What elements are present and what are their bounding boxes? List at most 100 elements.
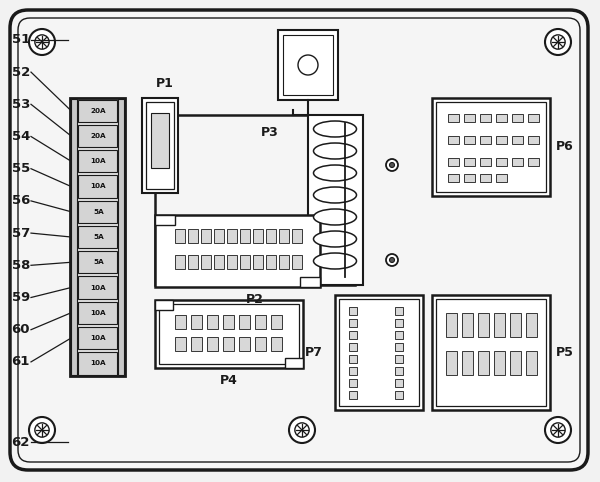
Bar <box>349 355 357 363</box>
Bar <box>464 136 475 144</box>
Bar <box>78 352 117 375</box>
Circle shape <box>545 417 571 443</box>
Bar <box>155 300 303 368</box>
Bar <box>526 313 537 337</box>
Bar <box>223 315 234 329</box>
Bar <box>512 136 523 144</box>
Ellipse shape <box>314 143 356 159</box>
Bar <box>214 255 224 269</box>
Text: P4: P4 <box>220 374 238 387</box>
Circle shape <box>545 29 571 55</box>
Text: 10A: 10A <box>91 310 106 316</box>
Text: 62: 62 <box>11 436 30 449</box>
Text: 5A: 5A <box>93 259 104 265</box>
Bar <box>283 35 333 95</box>
Bar <box>78 150 117 173</box>
Bar <box>78 201 117 223</box>
Bar <box>432 295 550 410</box>
Bar <box>188 229 198 243</box>
Bar <box>395 391 403 399</box>
Bar <box>227 229 237 243</box>
Bar <box>78 302 117 324</box>
Text: P3: P3 <box>261 126 279 139</box>
Bar <box>78 99 117 122</box>
Circle shape <box>35 423 49 437</box>
Bar <box>191 337 202 351</box>
Text: 61: 61 <box>11 355 30 368</box>
Bar <box>510 313 521 337</box>
Bar <box>528 114 539 122</box>
Bar <box>223 337 234 351</box>
Bar <box>155 300 173 310</box>
Text: P6: P6 <box>556 140 574 153</box>
Bar <box>494 313 505 337</box>
Text: 55: 55 <box>12 162 30 175</box>
Text: 5A: 5A <box>93 209 104 214</box>
Bar <box>255 337 266 351</box>
Bar <box>292 255 302 269</box>
Bar <box>253 229 263 243</box>
Bar <box>78 327 117 349</box>
Circle shape <box>35 35 49 49</box>
Bar <box>118 99 124 375</box>
Text: 10A: 10A <box>91 284 106 291</box>
Bar <box>266 255 276 269</box>
Bar <box>528 158 539 166</box>
Bar <box>214 229 224 243</box>
Bar <box>496 136 507 144</box>
Bar <box>146 102 174 189</box>
Bar <box>188 255 198 269</box>
Bar <box>155 115 355 285</box>
Bar <box>278 30 338 100</box>
Bar <box>151 113 169 168</box>
Text: 20A: 20A <box>91 107 106 114</box>
Bar <box>496 158 507 166</box>
Text: 54: 54 <box>11 130 30 143</box>
Bar <box>255 315 266 329</box>
Bar <box>446 351 457 375</box>
FancyBboxPatch shape <box>10 10 588 470</box>
Bar <box>308 115 363 285</box>
Bar <box>78 226 117 248</box>
Bar <box>480 158 491 166</box>
Bar <box>292 229 302 243</box>
Ellipse shape <box>314 209 356 225</box>
Ellipse shape <box>314 187 356 203</box>
Bar <box>448 114 459 122</box>
Bar <box>207 315 218 329</box>
Ellipse shape <box>314 231 356 247</box>
Bar <box>496 114 507 122</box>
Bar <box>70 98 125 376</box>
Bar <box>395 343 403 351</box>
Circle shape <box>551 423 565 437</box>
Bar <box>436 102 546 192</box>
Bar <box>395 367 403 375</box>
Bar <box>279 255 289 269</box>
Circle shape <box>29 29 55 55</box>
Bar <box>227 255 237 269</box>
Bar <box>175 315 186 329</box>
Bar <box>239 315 250 329</box>
Bar <box>155 215 175 225</box>
Bar <box>480 114 491 122</box>
Bar <box>432 98 550 196</box>
Ellipse shape <box>314 165 356 181</box>
Bar <box>175 229 185 243</box>
Bar <box>271 315 282 329</box>
Bar <box>266 229 276 243</box>
Circle shape <box>389 162 395 168</box>
Text: 10A: 10A <box>91 184 106 189</box>
Bar <box>142 98 178 193</box>
Bar <box>339 299 419 406</box>
Bar <box>78 276 117 299</box>
Bar <box>349 379 357 387</box>
Text: 56: 56 <box>11 194 30 207</box>
Circle shape <box>298 55 318 75</box>
Bar <box>349 331 357 339</box>
Text: 10A: 10A <box>91 335 106 341</box>
Bar <box>253 255 263 269</box>
Text: P2: P2 <box>246 293 264 306</box>
Bar <box>207 337 218 351</box>
Bar <box>462 351 473 375</box>
Text: 59: 59 <box>12 291 30 304</box>
